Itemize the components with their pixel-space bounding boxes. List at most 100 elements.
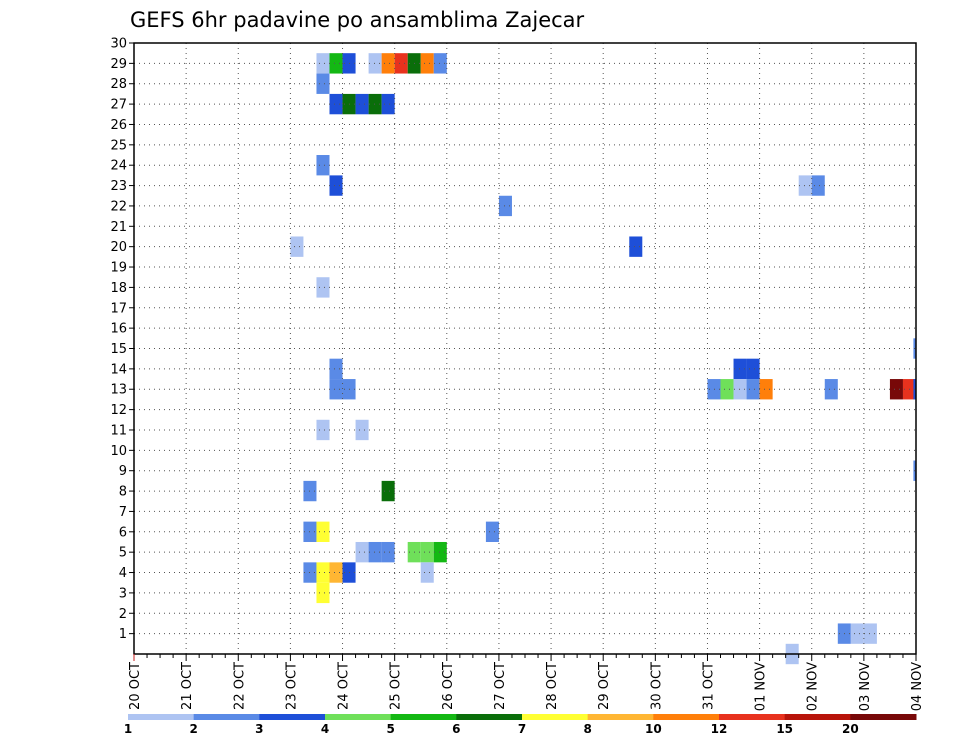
heatmap-cell: [381, 541, 395, 563]
colorbar-swatch: [128, 714, 195, 720]
colorbar-label: 4: [321, 722, 329, 736]
heatmap-cell: [824, 379, 838, 400]
heatmap-cell: [329, 562, 343, 583]
colorbar-swatch: [850, 714, 917, 720]
heatmap-cell: [316, 155, 330, 176]
colorbar-label: 8: [583, 722, 591, 736]
colorbar-label: 2: [189, 722, 197, 736]
heatmap-cell: [746, 358, 760, 380]
y-tick-label: 16: [110, 322, 127, 337]
heatmap-cell: [433, 53, 447, 74]
heatmap-cell: [759, 379, 773, 400]
heatmap-cell: [355, 541, 369, 563]
colorbar-swatch: [784, 714, 851, 720]
y-tick-label: 5: [119, 546, 127, 561]
colorbar: 1 2 3 4 5 6 7 8 10 12 15 20: [124, 714, 917, 736]
y-tick-label: 7: [119, 505, 127, 520]
heatmap-cell: [420, 541, 434, 563]
y-tick-label: 14: [110, 362, 127, 377]
x-tick-label: 27 OCT: [493, 662, 508, 710]
heatmap-cell: [316, 53, 330, 74]
heatmap-cell: [420, 562, 434, 583]
heatmap-cell: [498, 195, 512, 217]
colorbar-label: 10: [645, 722, 662, 736]
y-tick-label: 24: [110, 159, 127, 174]
heatmap-cell: [798, 175, 812, 196]
y-axis: 1234567891011121314151617181920212223242…: [110, 37, 134, 642]
colorbar-label: 6: [452, 722, 460, 736]
heatmap-cell: [316, 521, 330, 542]
heatmap-cell: [355, 419, 369, 441]
colorbar-label: 20: [842, 722, 859, 736]
x-tick-label: 31 OCT: [701, 662, 716, 710]
heatmap-cell: [316, 277, 330, 298]
heatmap-cell: [420, 53, 434, 74]
heatmap-cells: [290, 53, 916, 665]
heatmap-cell: [381, 93, 395, 115]
x-tick-label: 02 NOV: [806, 662, 821, 711]
heatmap-cell: [316, 419, 330, 441]
heatmap-cell: [889, 379, 903, 400]
x-tick-label: 30 OCT: [649, 662, 664, 710]
heatmap-cell: [355, 93, 369, 115]
y-tick-label: 15: [110, 342, 127, 357]
heatmap-cell: [381, 480, 395, 502]
y-tick-label: 1: [119, 627, 127, 642]
heatmap-cell: [316, 562, 330, 583]
heatmap-cell: [733, 358, 747, 380]
y-tick-label: 11: [110, 423, 127, 438]
x-tick-label: 29 OCT: [597, 662, 612, 710]
y-tick-label: 23: [110, 179, 127, 194]
x-tick-label: 23 OCT: [284, 662, 299, 710]
heatmap-cell: [368, 53, 382, 74]
x-tick-label: 24 OCT: [337, 662, 352, 710]
y-tick-label: 9: [119, 464, 127, 479]
y-tick-label: 18: [110, 281, 127, 296]
heatmap-cell: [381, 53, 395, 74]
y-tick-label: 8: [119, 485, 127, 500]
heatmap-cell: [329, 93, 343, 115]
colorbar-label: 3: [255, 722, 263, 736]
heatmap-cell: [316, 73, 330, 94]
y-tick-label: 13: [110, 383, 127, 398]
x-axis: 20 OCT 21 OCT 22 OCT 23 OCT 24 OCT 25 OCT 26 O…: [128, 654, 925, 711]
y-tick-label: 12: [110, 403, 127, 418]
colorbar-swatch: [259, 714, 326, 720]
heatmap-cell: [850, 623, 864, 644]
y-tick-label: 26: [110, 118, 127, 133]
colorbar-swatch: [522, 714, 589, 720]
colorbar-label: 15: [776, 722, 793, 736]
heatmap-cell: [329, 379, 343, 400]
y-tick-label: 3: [119, 586, 127, 601]
y-tick-label: 28: [110, 77, 127, 92]
heatmap-cell: [707, 379, 721, 400]
colorbar-label: 1: [124, 722, 132, 736]
heatmap-cell: [329, 175, 343, 196]
heatmap-cell: [811, 175, 825, 196]
chart-title: GEFS 6hr padavine po ansamblima Zajecar: [130, 8, 585, 32]
colorbar-swatch: [193, 714, 260, 720]
heatmap-cell: [394, 53, 408, 74]
x-tick-label: 21 OCT: [180, 662, 195, 710]
y-tick-label: 22: [110, 199, 127, 214]
heatmap-cell: [720, 379, 734, 400]
colorbar-swatch: [653, 714, 720, 720]
x-tick-label: 25 OCT: [389, 662, 404, 710]
y-tick-label: 27: [110, 98, 127, 113]
x-tick-label: 01 NOV: [754, 662, 769, 711]
colorbar-label: 12: [711, 722, 728, 736]
heatmap-cell: [733, 379, 747, 400]
grid-lines: [134, 43, 916, 654]
heatmap-cell: [329, 53, 343, 74]
heatmap-cell: [290, 236, 304, 257]
x-tick-label: 22 OCT: [232, 662, 247, 710]
heatmap-cell: [746, 379, 760, 400]
y-tick-label: 21: [110, 220, 127, 235]
y-tick-label: 10: [110, 444, 127, 459]
heatmap-cell: [485, 521, 499, 542]
y-tick-label: 2: [119, 607, 127, 622]
heatmap-cell: [368, 93, 382, 115]
x-tick-label: 28 OCT: [545, 662, 560, 710]
y-tick-label: 6: [119, 525, 127, 540]
x-tick-label: 04 NOV: [910, 662, 925, 711]
